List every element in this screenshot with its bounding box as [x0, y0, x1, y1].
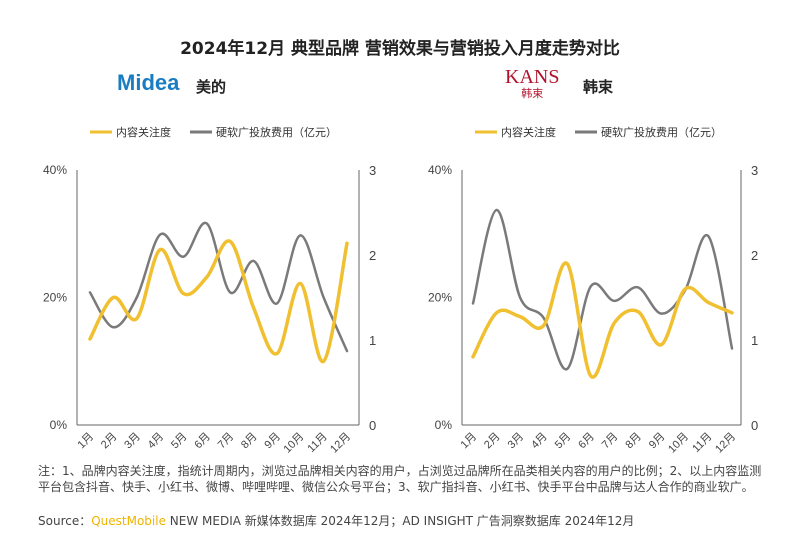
attention-line [471, 261, 734, 379]
legend-label: 硬软广投放费用（亿元） [601, 125, 722, 139]
x-tick: 1月 [76, 431, 97, 452]
chart-kans: 内容关注度 硬软广投放费用（亿元） 0% 20% 40% 0 1 2 3 1月 2月 3月 4月 5月 6月… [428, 125, 758, 456]
x-tick: 9月 [262, 431, 283, 452]
x-tick: 1月 [459, 431, 480, 452]
brand-name-kans: 韩束 [583, 78, 614, 96]
legend-label: 内容关注度 [501, 125, 556, 139]
y-left-tick: 40% [43, 163, 67, 177]
x-tick: 3月 [506, 431, 527, 452]
y-right-tick: 2 [751, 248, 758, 263]
x-tick: 2月 [482, 431, 503, 452]
y-left-tick: 40% [428, 163, 452, 177]
legend-label: 内容关注度 [116, 125, 171, 139]
x-tick: 8月 [623, 431, 644, 452]
x-tick: 10月 [666, 431, 691, 456]
brand-name-midea: 美的 [196, 78, 227, 96]
x-tick: 2月 [99, 431, 120, 452]
x-tick: 12月 [328, 431, 353, 456]
y-left-tick: 20% [43, 291, 67, 305]
source-line: Source：QuestMobile NEW MEDIA 新媒体数据库 2024… [38, 514, 635, 528]
x-tick: 5月 [553, 431, 574, 452]
spend-line [88, 221, 349, 353]
midea-logo: Midea [117, 70, 180, 95]
footnote: 注：1、品牌内容关注度，指统计周期内，浏览过品牌相关内容的用户，占浏览过品牌所在… [38, 464, 762, 494]
y-right-tick: 1 [369, 333, 376, 348]
y-right-tick: 0 [751, 418, 758, 433]
x-tick: 4月 [146, 431, 167, 452]
x-tick: 11月 [305, 431, 329, 455]
x-tick: 11月 [690, 431, 714, 455]
y-right-tick: 2 [369, 248, 376, 263]
y-right-tick: 3 [751, 163, 758, 178]
x-tick: 12月 [713, 431, 738, 456]
x-tick: 9月 [647, 431, 668, 452]
x-tick: 5月 [169, 431, 190, 452]
chart-midea: 内容关注度 硬软广投放费用（亿元） 0% 20% 40% 0 1 2 3 1月 2月 3月 4月 5月 6月… [43, 125, 376, 456]
y-right-tick: 1 [751, 333, 758, 348]
x-tick: 7月 [216, 431, 237, 452]
y-right-tick: 0 [369, 418, 376, 433]
y-left-tick: 20% [428, 291, 452, 305]
x-tick: 3月 [122, 431, 143, 452]
y-right-tick: 3 [369, 163, 376, 178]
kans-logo: KANS 韩束 [505, 66, 560, 100]
x-tick: 10月 [281, 431, 306, 456]
y-left-tick: 0% [50, 418, 68, 432]
x-tick: 6月 [576, 431, 597, 452]
y-left-tick: 0% [435, 418, 453, 432]
x-tick: 6月 [192, 431, 213, 452]
legend-label: 硬软广投放费用（亿元） [216, 125, 337, 139]
x-tick: 4月 [529, 431, 550, 452]
x-tick: 7月 [600, 431, 621, 452]
page-title: 2024年12月 典型品牌 营销效果与营销投入月度走势对比 [180, 39, 620, 59]
spend-line [471, 208, 734, 371]
x-tick: 8月 [239, 431, 260, 452]
